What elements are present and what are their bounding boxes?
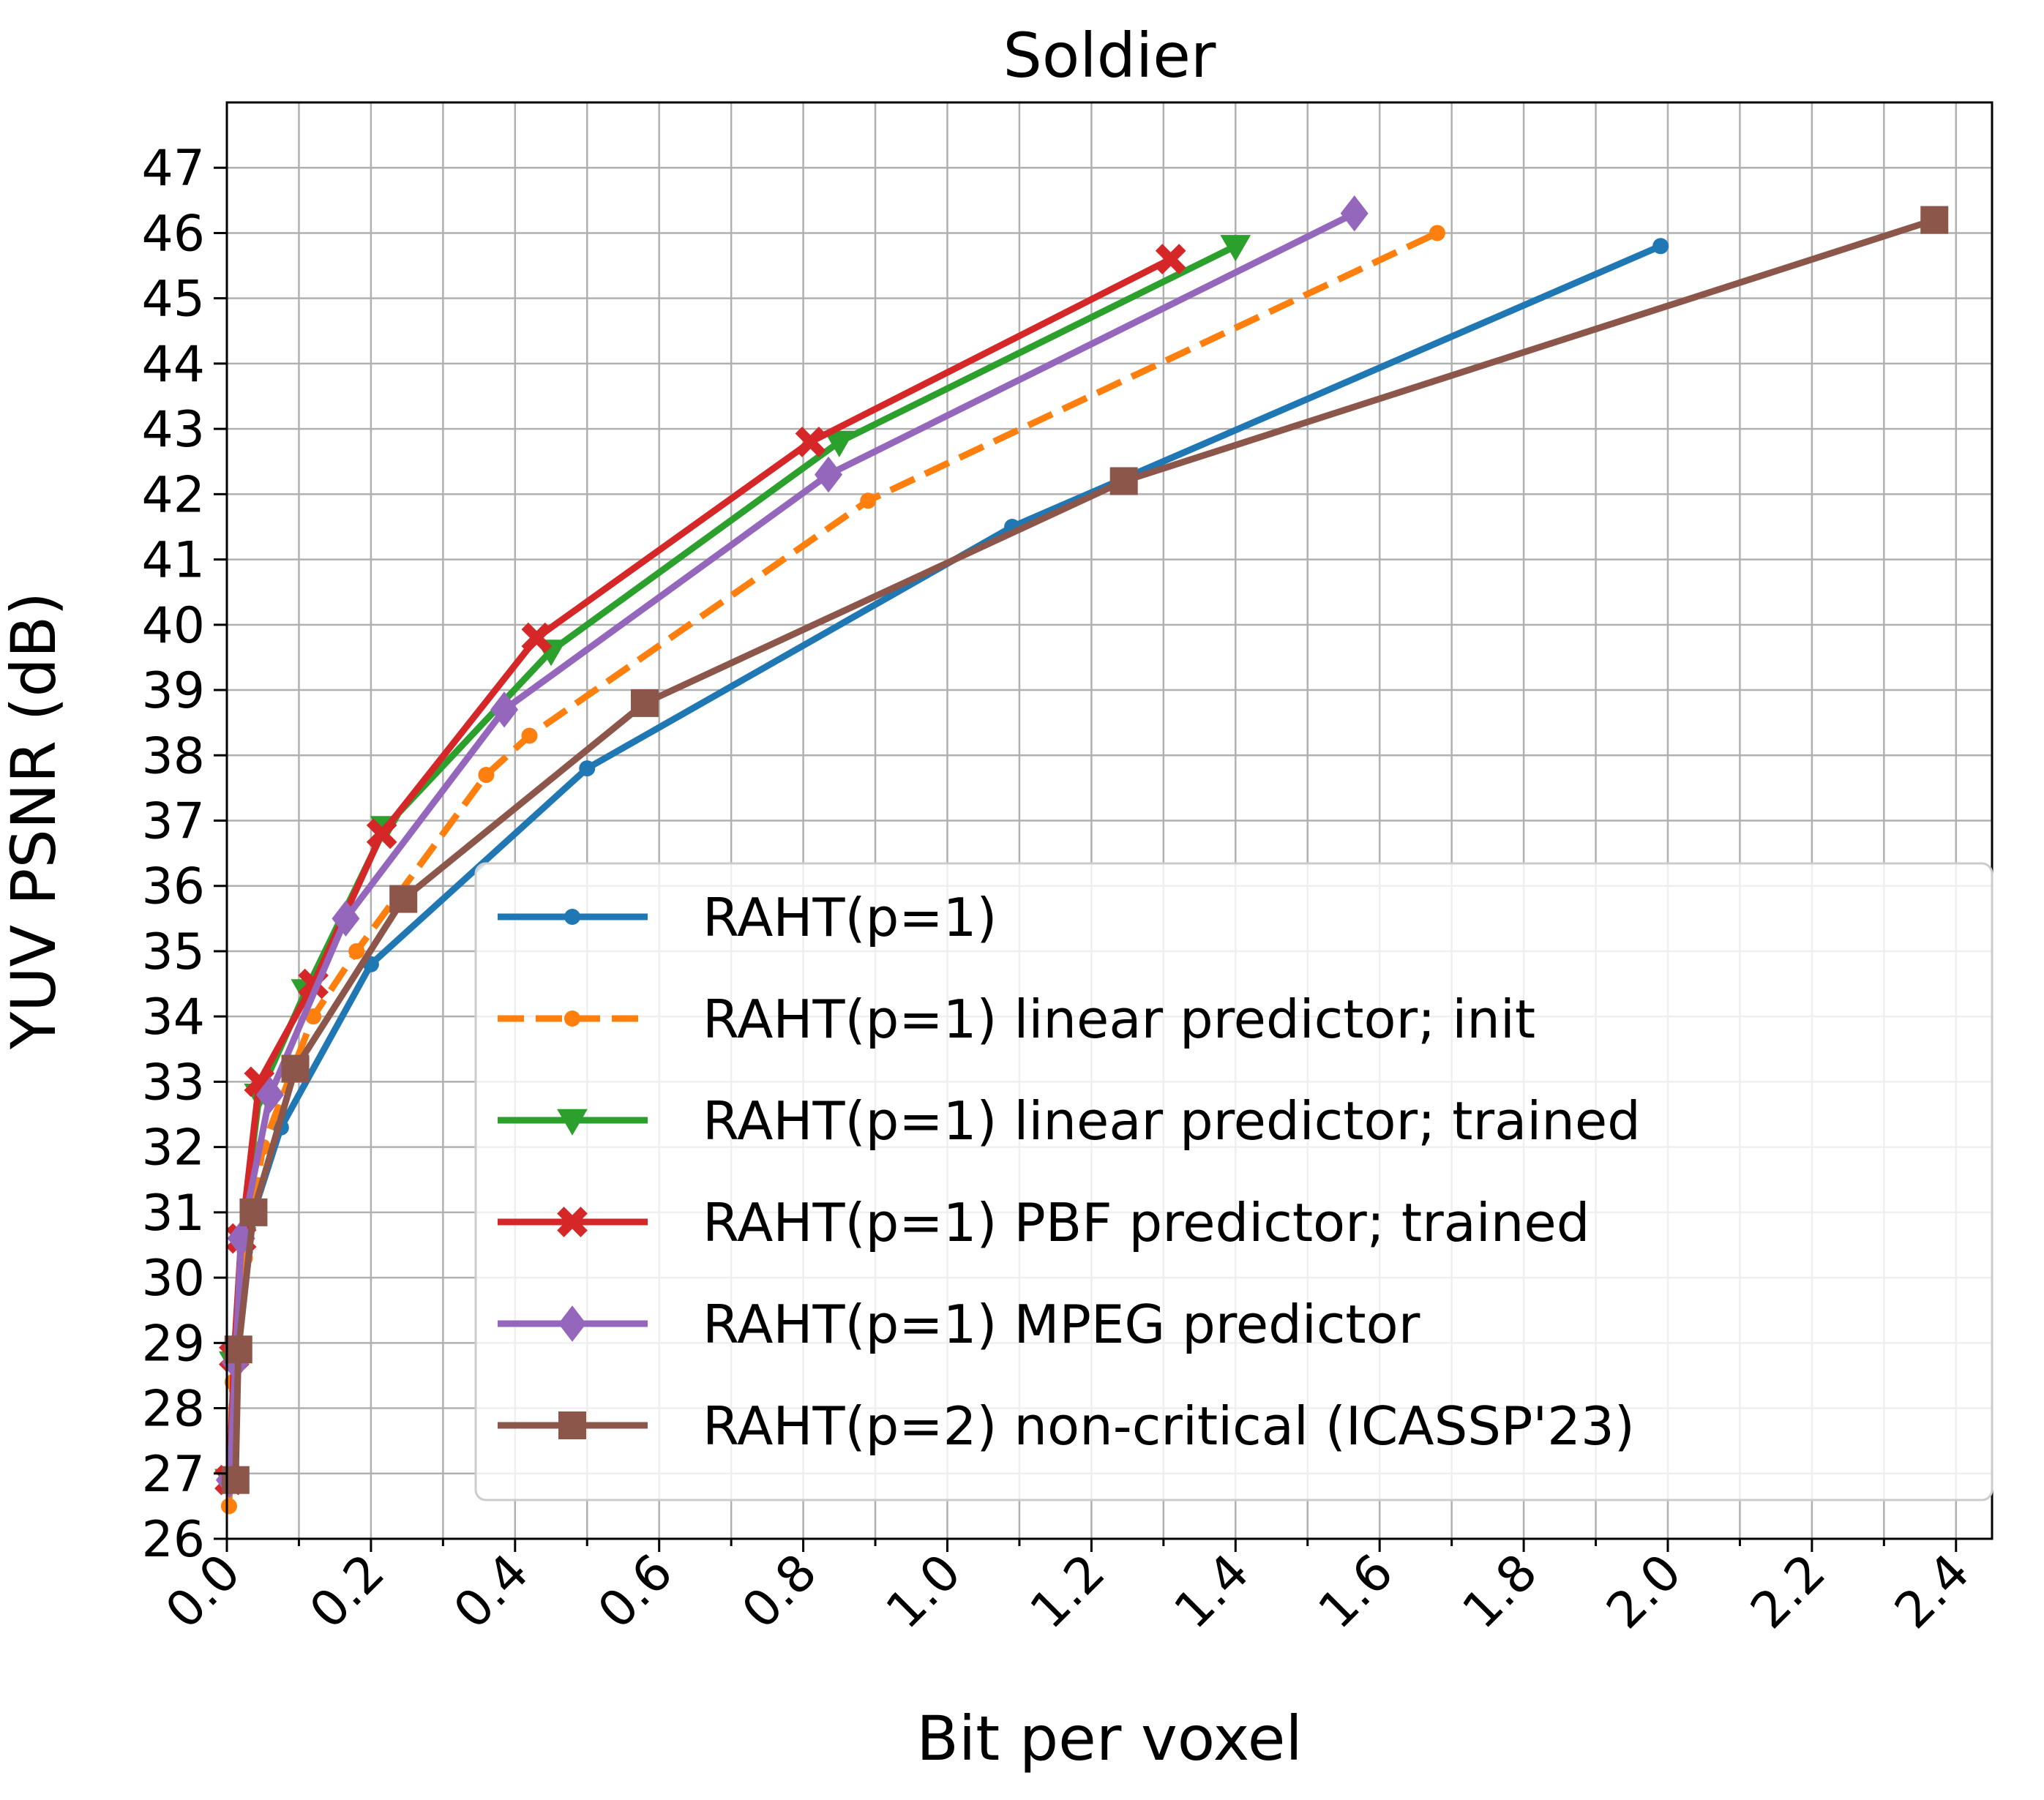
data-point — [239, 1198, 268, 1226]
y-tick-label: 33 — [141, 1054, 205, 1111]
data-point — [1220, 235, 1251, 262]
data-point — [332, 900, 360, 937]
y-tick-label: 44 — [141, 336, 205, 394]
data-point — [305, 1008, 322, 1025]
data-point — [348, 942, 365, 959]
legend-marker — [558, 1305, 586, 1342]
series-5 — [221, 206, 1949, 1494]
data-point — [1429, 225, 1445, 241]
y-tick-label: 37 — [141, 793, 205, 851]
data-point — [1920, 206, 1949, 234]
legend-item-0: RAHT(p=1) — [498, 887, 997, 948]
y-tick-label: 38 — [141, 727, 205, 785]
y-tick-label: 34 — [141, 989, 205, 1046]
legend-marker — [564, 1010, 580, 1027]
legend-item-1: RAHT(p=1) linear predictor; init — [498, 989, 1535, 1050]
legend-label: RAHT(p=1) PBF predictor; trained — [703, 1192, 1590, 1253]
data-point — [521, 727, 538, 744]
data-point — [521, 622, 553, 653]
series-layer — [214, 195, 1949, 1515]
data-point — [1155, 244, 1186, 274]
data-point — [389, 885, 418, 913]
data-point — [478, 767, 495, 784]
legend-item-2: RAHT(p=1) linear predictor; trained — [498, 1090, 1641, 1152]
data-point — [1340, 195, 1369, 232]
y-tick-label: 41 — [141, 532, 205, 590]
legend-label: RAHT(p=1) MPEG predictor — [703, 1294, 1420, 1355]
data-point — [631, 689, 659, 717]
y-tick-label: 47 — [141, 140, 205, 198]
legend-box — [474, 862, 1994, 1501]
legend: RAHT(p=1) RAHT(p=1) linear predictor; ini… — [474, 862, 1994, 1501]
data-point — [1109, 467, 1138, 495]
data-point — [823, 430, 855, 457]
data-point — [815, 456, 843, 493]
data-point — [224, 1335, 252, 1364]
legend-item-3: RAHT(p=1) PBF predictor; trained — [498, 1192, 1590, 1253]
y-tick-label: 27 — [141, 1446, 205, 1504]
data-point — [490, 691, 519, 728]
y-tick-label: 42 — [141, 466, 205, 524]
y-tick-label: 43 — [141, 401, 205, 459]
legend-item-5: RAHT(p=2) non-critical (ICASSP'23) — [498, 1395, 1635, 1457]
data-point — [1652, 238, 1669, 255]
y-tick-label: 29 — [141, 1315, 205, 1373]
y-tick-label: 32 — [141, 1120, 205, 1177]
data-point — [860, 492, 877, 509]
y-tick-label: 45 — [141, 271, 205, 329]
data-point — [579, 760, 596, 777]
legend-item-4: RAHT(p=1) MPEG predictor — [498, 1294, 1420, 1355]
data-point — [281, 1054, 310, 1083]
legend-marker — [557, 1109, 588, 1136]
y-tick-label: 31 — [141, 1185, 205, 1242]
legend-marker — [564, 909, 580, 925]
legend-label: RAHT(p=1) — [703, 887, 997, 948]
y-tick-label: 26 — [141, 1511, 205, 1569]
series-line — [232, 217, 1936, 1480]
y-tick-label: 36 — [141, 858, 205, 916]
data-point — [256, 1076, 285, 1113]
legend-label: RAHT(p=2) non-critical (ICASSP'23) — [703, 1395, 1635, 1457]
legend-marker — [558, 1411, 586, 1439]
series-line — [225, 230, 1439, 1507]
data-point — [366, 818, 397, 850]
legend-label: RAHT(p=1) linear predictor; init — [703, 989, 1535, 1050]
y-tick-label: 35 — [141, 923, 205, 981]
y-tick-label: 46 — [141, 205, 205, 263]
y-tick-label: 28 — [141, 1381, 205, 1439]
y-tick-label: 30 — [141, 1250, 205, 1308]
y-tick-label: 39 — [141, 662, 205, 720]
chart-title: Soldier — [1003, 20, 1216, 91]
data-point — [220, 1498, 237, 1515]
y-tick-label: 40 — [141, 597, 205, 655]
legend-label: RAHT(p=1) linear predictor; trained — [703, 1090, 1641, 1152]
data-point — [795, 427, 826, 457]
y-axis-title: YUV PSNR (dB) — [0, 592, 70, 1050]
x-axis-title: Bit per voxel — [916, 1703, 1303, 1774]
legend-marker — [557, 1207, 588, 1237]
